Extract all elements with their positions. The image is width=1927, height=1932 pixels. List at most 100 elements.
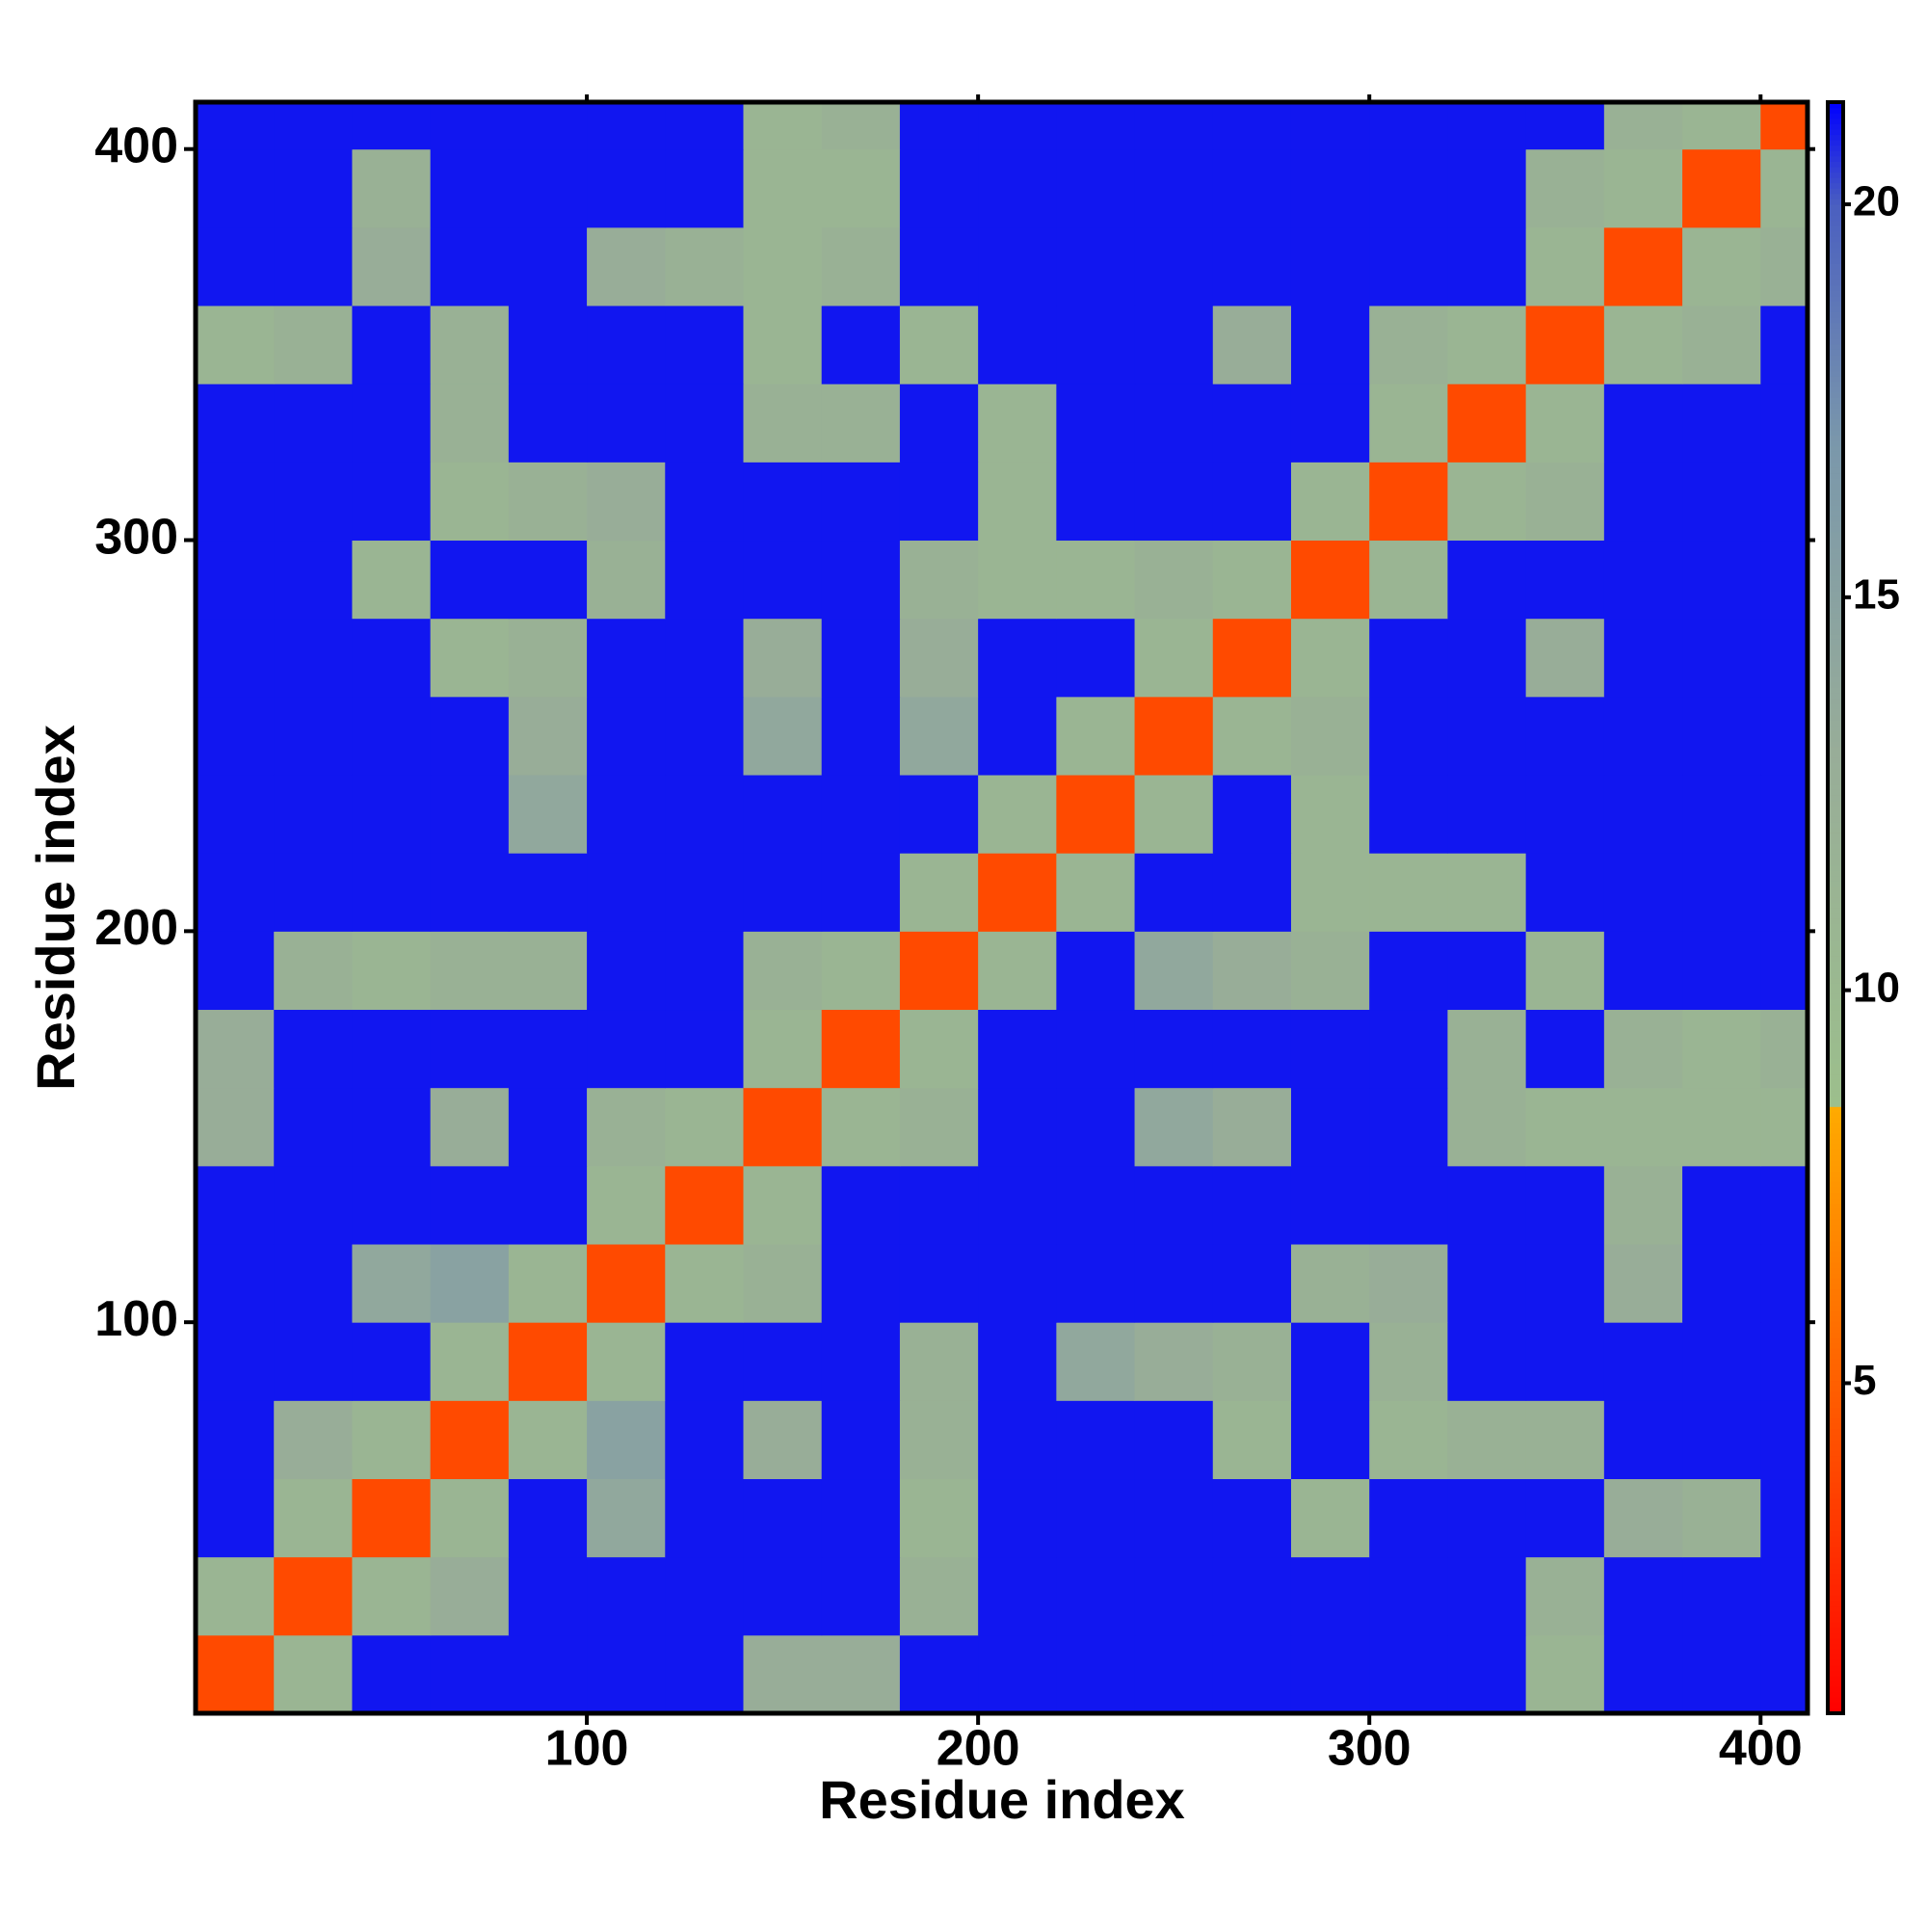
heatmap-cell: [1603, 148, 1683, 228]
heatmap-cell: [1369, 696, 1448, 776]
colorbar-slice: [1828, 821, 1843, 828]
colorbar-slice: [1828, 499, 1843, 506]
y-tick-label: 200: [94, 900, 178, 956]
colorbar-slice: [1828, 1386, 1843, 1392]
colorbar-slice: [1828, 413, 1843, 420]
heatmap-cell: [274, 775, 353, 854]
colorbar-slice: [1828, 1670, 1843, 1677]
colorbar-slice: [1828, 644, 1843, 651]
colorbar-slice: [1828, 1117, 1843, 1124]
heatmap-cell: [1682, 775, 1761, 854]
colorbar-slice: [1828, 1401, 1843, 1408]
colorbar-slice: [1828, 391, 1843, 399]
colorbar-slice: [1828, 1449, 1843, 1457]
heatmap-cell: [1447, 384, 1527, 463]
colorbar-slice: [1828, 370, 1843, 377]
heatmap-cell: [899, 226, 979, 306]
heatmap-cell: [899, 1165, 979, 1245]
heatmap-cell: [1760, 305, 1808, 384]
heatmap-cell: [508, 305, 588, 384]
colorbar-slice: [1828, 1551, 1843, 1558]
heatmap-cell: [978, 1556, 1057, 1636]
colorbar-slice: [1828, 1181, 1843, 1188]
x-axis-title: Residue index: [819, 1769, 1185, 1830]
colorbar-slice: [1828, 531, 1843, 539]
heatmap-cell: [1369, 1400, 1448, 1480]
colorbar-slice: [1828, 1503, 1843, 1510]
heatmap-cell: [821, 226, 901, 306]
heatmap-cell: [274, 102, 353, 150]
heatmap-cell: [430, 1165, 510, 1245]
colorbar-slice: [1828, 950, 1843, 957]
heatmap-cell: [1290, 462, 1370, 542]
colorbar-slice: [1828, 1025, 1843, 1032]
colorbar-slice: [1828, 848, 1843, 855]
colorbar-slice: [1828, 311, 1843, 318]
heatmap-cell: [1212, 1322, 1292, 1401]
heatmap-cell: [978, 775, 1057, 854]
colorbar-slice: [1828, 908, 1843, 914]
heatmap-cell: [508, 1634, 588, 1713]
heatmap-cell: [821, 384, 901, 463]
colorbar-slice: [1828, 1524, 1843, 1532]
heatmap-cell: [743, 1244, 823, 1323]
colorbar-slice: [1828, 1461, 1843, 1468]
heatmap-cell: [274, 1009, 353, 1089]
heatmap-cell: [978, 696, 1057, 776]
heatmap-cell: [665, 1556, 744, 1636]
heatmap-cell: [1369, 931, 1448, 1011]
x-tick-label: 300: [1328, 1721, 1412, 1777]
colorbar-slice: [1828, 1321, 1843, 1328]
plot-frame: [193, 99, 1810, 1716]
heatmap-cell: [743, 102, 823, 150]
heatmap-cell: [587, 226, 666, 306]
heatmap-cell: [1447, 1244, 1527, 1323]
heatmap-cell: [1682, 618, 1761, 698]
colorbar-slice: [1828, 564, 1843, 570]
heatmap-cell: [1682, 305, 1761, 384]
colorbar-slice: [1828, 1390, 1843, 1397]
heatmap-cell: [821, 148, 901, 228]
colorbar-slice: [1828, 676, 1843, 683]
colorbar-slice: [1828, 220, 1843, 226]
heatmap-cell: [899, 540, 979, 620]
heatmap-cell: [508, 696, 588, 776]
heatmap-cell: [1212, 1165, 1292, 1245]
heatmap-cell: [1603, 1087, 1683, 1167]
heatmap-cell: [978, 853, 1057, 932]
heatmap-cell: [1290, 696, 1370, 776]
heatmap-cell: [978, 148, 1057, 228]
colorbar-slice: [1828, 456, 1843, 463]
heatmap-cell: [508, 931, 588, 1011]
heatmap-cell: [1212, 1478, 1292, 1558]
colorbar-slice: [1828, 397, 1843, 404]
heatmap-cell: [587, 931, 666, 1011]
heatmap-cell: [1603, 1322, 1683, 1401]
heatmap-cell: [1369, 462, 1448, 542]
heatmap-cell: [1134, 1478, 1214, 1558]
colorbar-slice: [1828, 445, 1843, 452]
heatmap-cell: [1603, 696, 1683, 776]
heatmap-cell: [1056, 102, 1136, 150]
heatmap-cell: [352, 102, 432, 150]
colorbar-slice: [1828, 1036, 1843, 1043]
heatmap-cell: [1212, 775, 1292, 854]
heatmap-cell: [743, 305, 823, 384]
colorbar-slice: [1828, 1208, 1843, 1215]
heatmap-cell: [1760, 1165, 1808, 1245]
heatmap-cell: [821, 1244, 901, 1323]
heatmap-cell: [352, 305, 432, 384]
heatmap-cell: [274, 696, 353, 776]
colorbar-slice: [1828, 236, 1843, 243]
colorbar-slice: [1828, 971, 1843, 979]
heatmap-cell: [508, 1165, 588, 1245]
colorbar-slice: [1828, 1046, 1843, 1054]
colorbar-slice: [1828, 1015, 1843, 1021]
colorbar-slice: [1828, 1643, 1843, 1650]
heatmap-cell: [1760, 1400, 1808, 1480]
heatmap-cell: [665, 1322, 744, 1401]
heatmap-cell: [274, 1322, 353, 1401]
colorbar-slice: [1828, 1058, 1843, 1065]
heatmap-cell: [1525, 1087, 1605, 1167]
heatmap-cell: [1447, 540, 1527, 620]
